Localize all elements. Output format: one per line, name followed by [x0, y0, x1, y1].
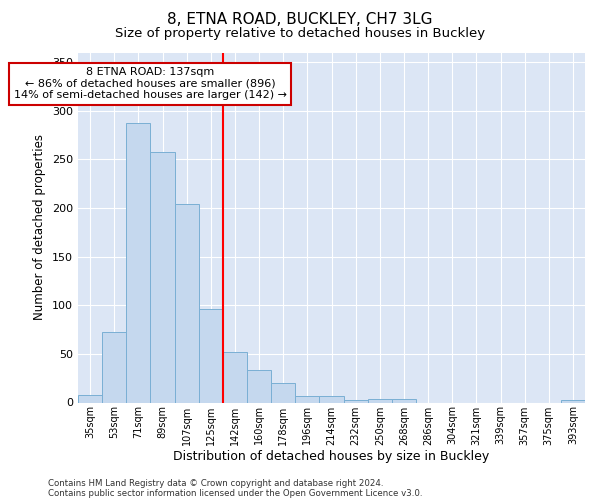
Text: Size of property relative to detached houses in Buckley: Size of property relative to detached ho…: [115, 28, 485, 40]
Bar: [151, 152, 175, 402]
Bar: [102, 332, 126, 402]
Text: Contains HM Land Registry data © Crown copyright and database right 2024.: Contains HM Land Registry data © Crown c…: [48, 478, 383, 488]
Bar: [247, 370, 271, 402]
Text: Contains public sector information licensed under the Open Government Licence v3: Contains public sector information licen…: [48, 488, 422, 498]
Bar: [295, 396, 319, 402]
Bar: [175, 204, 199, 402]
Bar: [78, 394, 102, 402]
Text: 8 ETNA ROAD: 137sqm
← 86% of detached houses are smaller (896)
14% of semi-detac: 8 ETNA ROAD: 137sqm ← 86% of detached ho…: [14, 67, 287, 100]
X-axis label: Distribution of detached houses by size in Buckley: Distribution of detached houses by size …: [173, 450, 490, 463]
Bar: [223, 352, 247, 403]
Bar: [561, 400, 585, 402]
Bar: [344, 400, 368, 402]
Bar: [199, 309, 223, 402]
Bar: [392, 398, 416, 402]
Bar: [271, 383, 295, 402]
Bar: [368, 398, 392, 402]
Bar: [319, 396, 344, 402]
Bar: [126, 124, 151, 402]
Text: 8, ETNA ROAD, BUCKLEY, CH7 3LG: 8, ETNA ROAD, BUCKLEY, CH7 3LG: [167, 12, 433, 28]
Y-axis label: Number of detached properties: Number of detached properties: [34, 134, 46, 320]
